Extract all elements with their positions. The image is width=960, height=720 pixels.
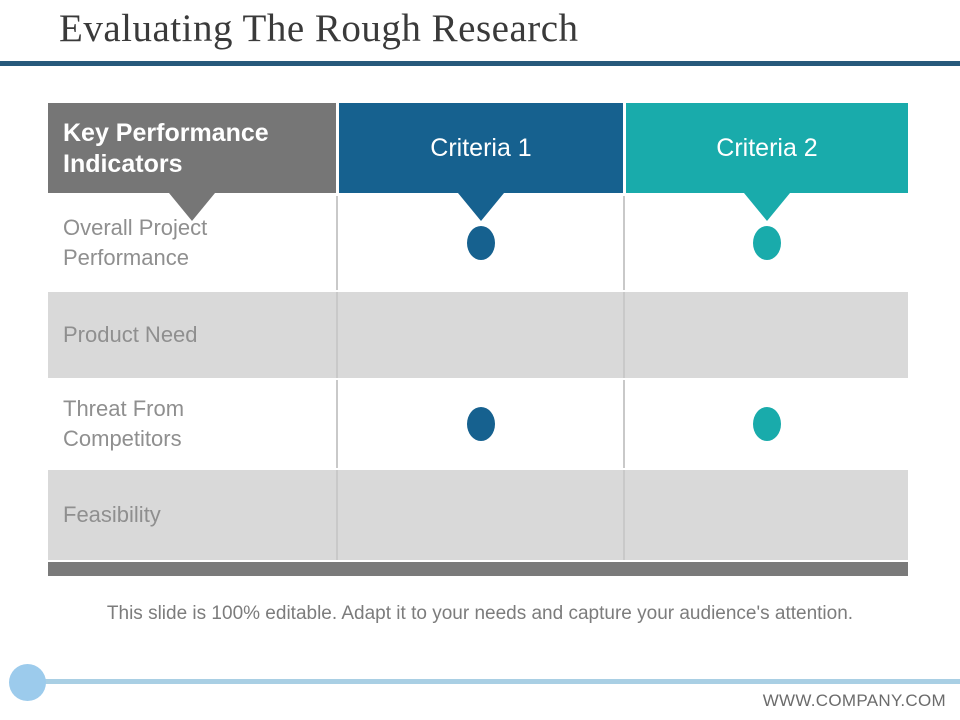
criteria2-dot-icon	[752, 407, 781, 441]
table-header-row: Key Performance Indicators Criteria 1 Cr…	[48, 103, 908, 221]
criteria2-cell	[625, 292, 908, 378]
table-row: Threat From Competitors	[48, 380, 908, 468]
table-bottom-bar	[48, 562, 908, 576]
header-cell-criteria2: Criteria 2	[626, 103, 908, 221]
pointer-down-icon	[744, 193, 790, 221]
row-label: Product Need	[48, 292, 336, 378]
criteria2-cell	[625, 380, 908, 468]
footer-accent-circle	[9, 664, 46, 701]
header-kpi-label: Key Performance Indicators	[63, 119, 269, 179]
criteria1-cell	[338, 470, 623, 560]
pointer-down-icon	[169, 193, 215, 221]
criteria2-cell	[625, 470, 908, 560]
row-label: Feasibility	[48, 470, 336, 560]
criteria2-cell	[625, 196, 908, 290]
criteria1-cell	[338, 380, 623, 468]
title-underline	[0, 61, 960, 66]
criteria1-dot-icon	[466, 407, 495, 441]
footer-accent-line	[28, 679, 960, 684]
header-cell-kpi: Key Performance Indicators	[48, 103, 336, 221]
table-row: Product Need	[48, 292, 908, 378]
editable-note: This slide is 100% editable. Adapt it to…	[106, 603, 854, 624]
criteria2-dot-icon	[752, 226, 781, 260]
header-cell-criteria1: Criteria 1	[339, 103, 623, 221]
criteria1-cell	[338, 292, 623, 378]
company-url: WWW.COMPANY.COM	[762, 691, 946, 710]
header-criteria1-label: Criteria 1	[430, 133, 532, 162]
criteria1-dot-icon	[466, 226, 495, 260]
row-label: Threat From Competitors	[48, 380, 336, 468]
table-row: Feasibility	[48, 470, 908, 560]
kpi-table: Key Performance Indicators Criteria 1 Cr…	[48, 103, 908, 576]
page-title: Evaluating The Rough Research	[59, 7, 579, 50]
pointer-down-icon	[458, 193, 504, 221]
header-criteria2-label: Criteria 2	[716, 133, 818, 162]
